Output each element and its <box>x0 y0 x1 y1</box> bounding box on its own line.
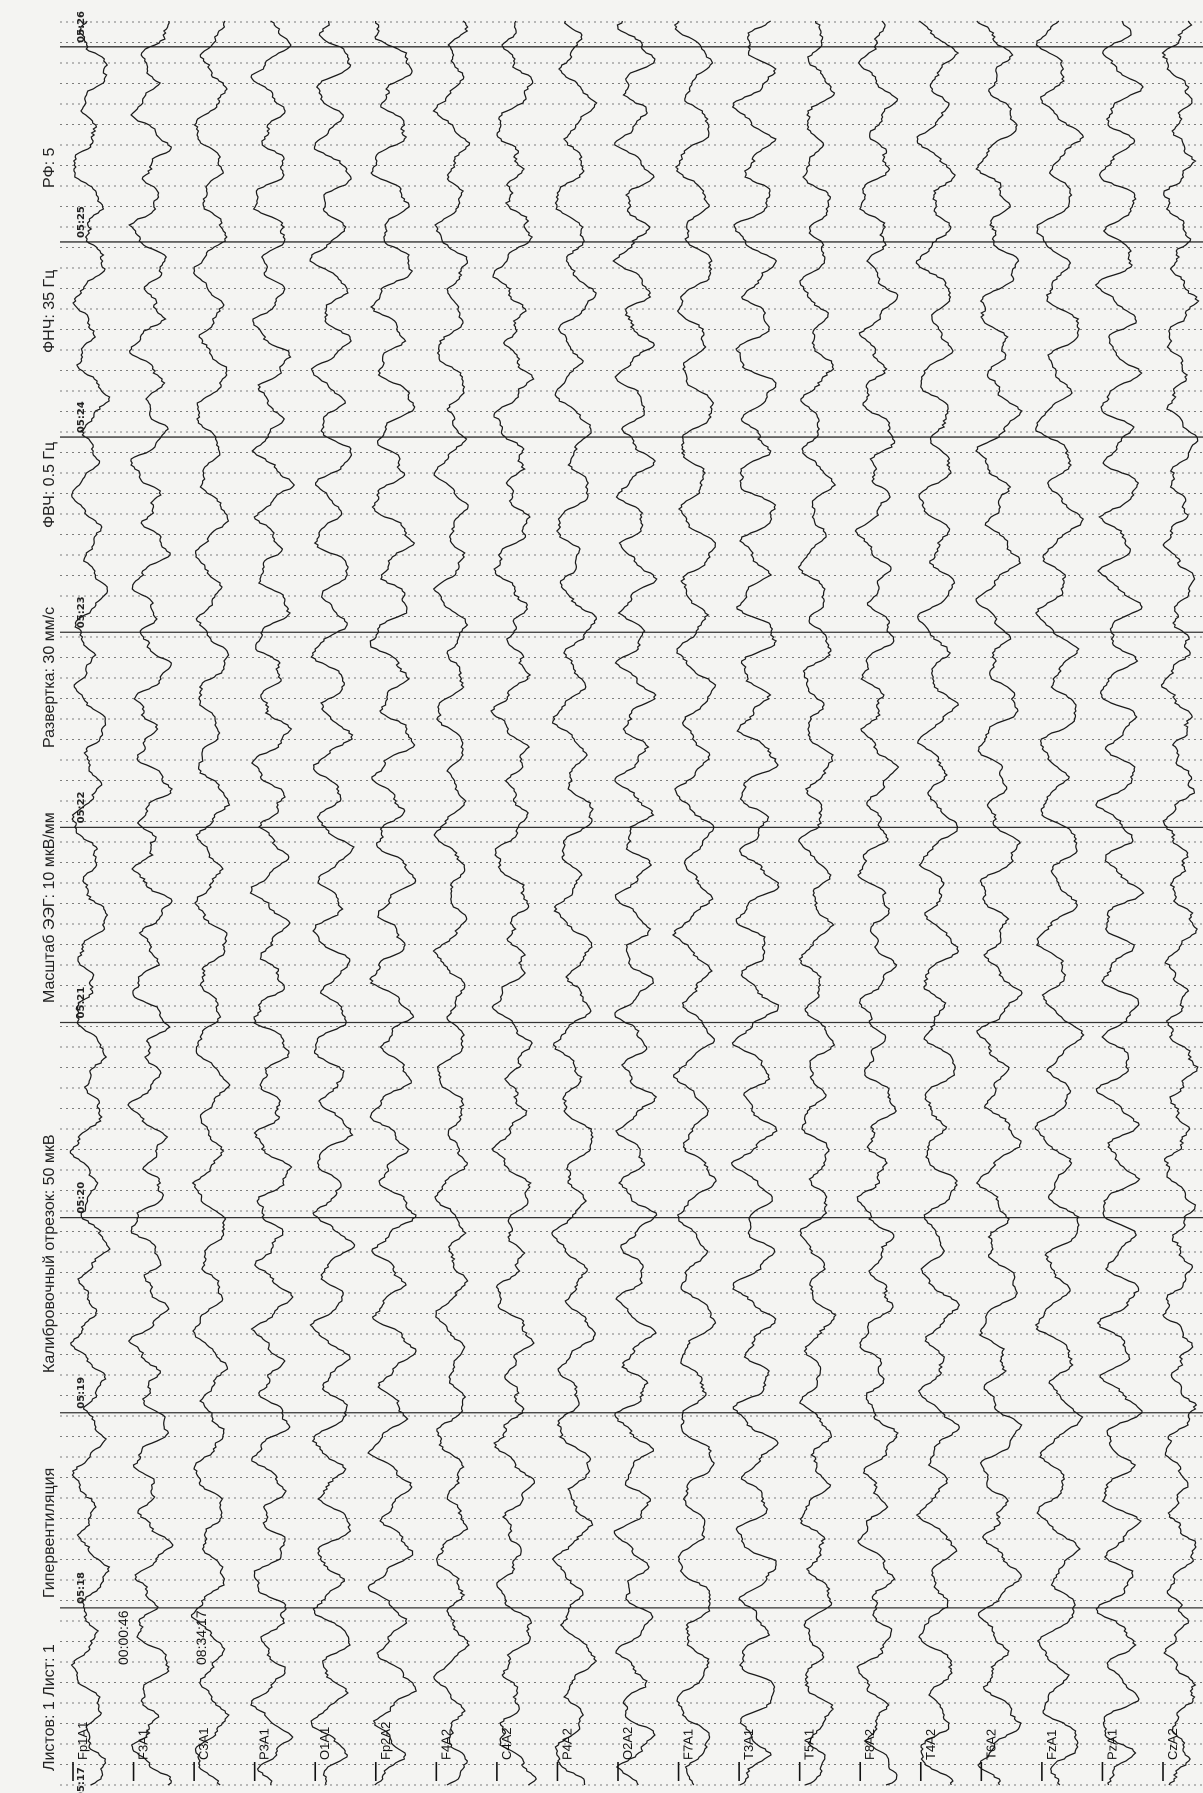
channel-label-Fp2A2: Fp2A2 <box>378 1722 393 1760</box>
time-tick-label: 05:19 <box>76 1377 87 1409</box>
header-calibration: Калибровочный отрезок: 50 мкВ <box>41 1134 58 1373</box>
time-tick-label: 05:17 <box>76 1767 87 1793</box>
eeg-trace-CzA2 <box>1160 20 1200 1786</box>
channel-label-F3A1: F3A1 <box>136 1729 151 1760</box>
channel-label-O1A1: O1A1 <box>317 1727 332 1760</box>
channel-label-O2A2: O2A2 <box>620 1727 635 1760</box>
time-tick-label: 05:25 <box>76 206 87 238</box>
time-tick-label: 05:24 <box>76 401 87 433</box>
eeg-trace-T3A1 <box>730 20 780 1786</box>
eeg-trace-F3A1 <box>127 20 174 1786</box>
time-tick-label: 05:23 <box>76 596 87 628</box>
eeg-trace-PzA1 <box>1094 20 1145 1786</box>
eeg-trace-T6A2 <box>975 20 1023 1786</box>
channel-label-Fp1A1: Fp1A1 <box>75 1722 90 1760</box>
header-sweep: Развертка: 30 мм/с <box>41 607 58 748</box>
channel-label-PzA1: PzA1 <box>1104 1729 1119 1760</box>
channel-label-CzA2: CzA2 <box>1165 1728 1180 1760</box>
eeg-trace-O1A1 <box>309 20 356 1786</box>
channel-label-P4A2: P4A2 <box>559 1728 574 1760</box>
channel-label-T3A1: T3A1 <box>741 1729 756 1760</box>
header-sheet-info: Листов: 1 Лист: 1 <box>41 1644 58 1771</box>
eeg-trace-F7A1 <box>671 20 717 1786</box>
eeg-trace-Fp1A1 <box>69 20 111 1786</box>
timer-group: 00:00:46 08:34:17 <box>115 1610 209 1665</box>
header-mode: Гипервентиляция <box>41 1468 58 1598</box>
eeg-trace-F8A2 <box>854 20 900 1786</box>
channel-label-P3A1: P3A1 <box>257 1728 272 1760</box>
header-notch: РФ: 5 <box>41 147 58 188</box>
eeg-trace-T5A1 <box>797 20 837 1786</box>
eeg-trace-O2A2 <box>612 20 658 1786</box>
channel-label-F7A1: F7A1 <box>681 1729 696 1760</box>
channel-label-F4A2: F4A2 <box>438 1729 453 1760</box>
header-high-pass: ФВЧ: 0.5 Гц <box>41 442 58 528</box>
chart-grid <box>60 21 1203 1786</box>
channel-label-T5A1: T5A1 <box>802 1729 817 1760</box>
eeg-trace-Fp2A2 <box>367 20 417 1786</box>
channel-label-C3A1: C3A1 <box>196 1727 211 1760</box>
elapsed-timer: 00:00:46 <box>115 1610 131 1665</box>
eeg-trace-F4A2 <box>432 20 471 1786</box>
eeg-trace-T4A2 <box>915 20 961 1786</box>
eeg-trace-P3A1 <box>249 20 296 1786</box>
channel-labels: Fp1A1 F3A1 C3A1 P3A1 O1A1 Fp2A2 F4A2 C4A2 P4A2 O2… <box>72 1722 1180 1781</box>
time-tick-label: 05:18 <box>76 1572 87 1604</box>
clock-timer: 08:34:17 <box>193 1610 209 1665</box>
channel-label-T4A2: T4A2 <box>923 1729 938 1760</box>
time-tick-label: 05:21 <box>76 987 87 1019</box>
channel-label-C4A2: C4A2 <box>499 1727 514 1760</box>
header-bar: Листов: 1 Лист: 1 Гипервентиляция Калибр… <box>41 147 58 1771</box>
trace-group <box>69 20 1200 1786</box>
eeg-trace-FzA1 <box>1034 20 1085 1786</box>
time-tick-label: 05:20 <box>76 1182 87 1214</box>
eeg-trace-C4A2 <box>490 20 537 1786</box>
eeg-trace-P4A2 <box>551 20 598 1786</box>
channel-label-FzA1: FzA1 <box>1044 1730 1059 1760</box>
eeg-trace-C3A1 <box>190 20 231 1786</box>
header-scale: Масштаб ЭЭГ: 10 мкВ/мм <box>41 812 58 1003</box>
channel-label-F8A2: F8A2 <box>862 1729 877 1760</box>
channel-label-T6A2: T6A2 <box>983 1729 998 1760</box>
header-low-pass: ФНЧ: 35 Гц <box>41 270 58 353</box>
